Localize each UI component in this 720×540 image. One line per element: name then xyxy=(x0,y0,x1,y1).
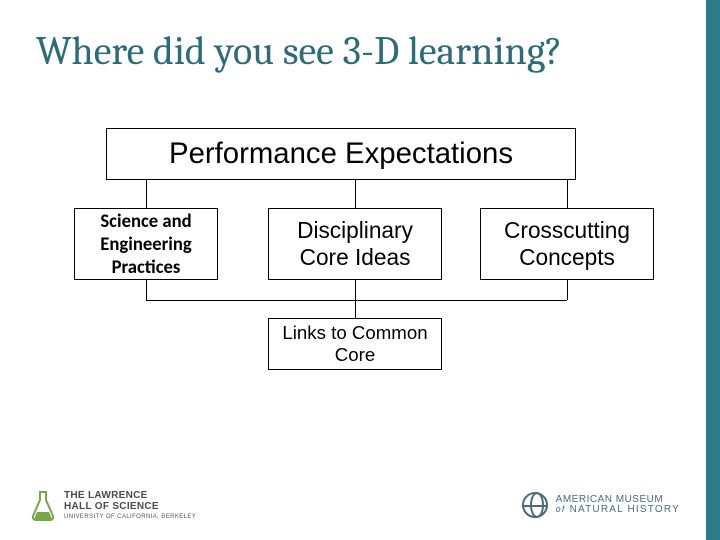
node-science-engineering-practices: Science and Engineering Practices xyxy=(74,208,218,280)
logo-line: of NATURAL HISTORY xyxy=(556,505,680,515)
accent-bar xyxy=(706,0,720,540)
node-label-line: Core Ideas xyxy=(297,244,413,271)
node-label-line: Links to Common xyxy=(282,322,427,344)
node-label-line: Disciplinary xyxy=(297,217,413,244)
node-disciplinary-core-ideas: Disciplinary Core Ideas xyxy=(268,208,442,280)
logo-primary-line: HALL OF SCIENCE xyxy=(64,502,196,513)
globe-icon xyxy=(522,492,548,518)
node-links-common-core: Links to Common Core xyxy=(268,318,442,370)
node-label-line: Core xyxy=(282,344,427,366)
node-crosscutting-concepts: Crosscutting Concepts xyxy=(480,208,654,280)
logo-of: of xyxy=(556,504,566,514)
node-label-line: Engineering xyxy=(100,233,191,256)
node-label-line: Crosscutting xyxy=(504,217,630,244)
node-label-line: Science and xyxy=(100,210,191,233)
node-label-line: Concepts xyxy=(504,244,630,271)
logo-text: THE LAWRENCE HALL OF SCIENCE UNIVERSITY … xyxy=(64,491,196,520)
logo-amnh: AMERICAN MUSEUM of NATURAL HISTORY xyxy=(522,492,680,518)
logo-line-text: NATURAL HISTORY xyxy=(570,504,680,515)
logo-text: AMERICAN MUSEUM of NATURAL HISTORY xyxy=(556,495,680,515)
node-performance-expectations: Performance Expectations xyxy=(106,128,576,180)
node-label-line: Practices xyxy=(100,256,191,279)
node-label: Performance Expectations xyxy=(169,137,513,171)
logo-lawrence-hall: THE LAWRENCE HALL OF SCIENCE UNIVERSITY … xyxy=(30,490,196,522)
logo-secondary-line: UNIVERSITY OF CALIFORNIA, BERKELEY xyxy=(64,514,196,520)
flask-icon xyxy=(30,490,56,522)
slide-title: Where did you see 3-D learning? xyxy=(36,28,562,74)
